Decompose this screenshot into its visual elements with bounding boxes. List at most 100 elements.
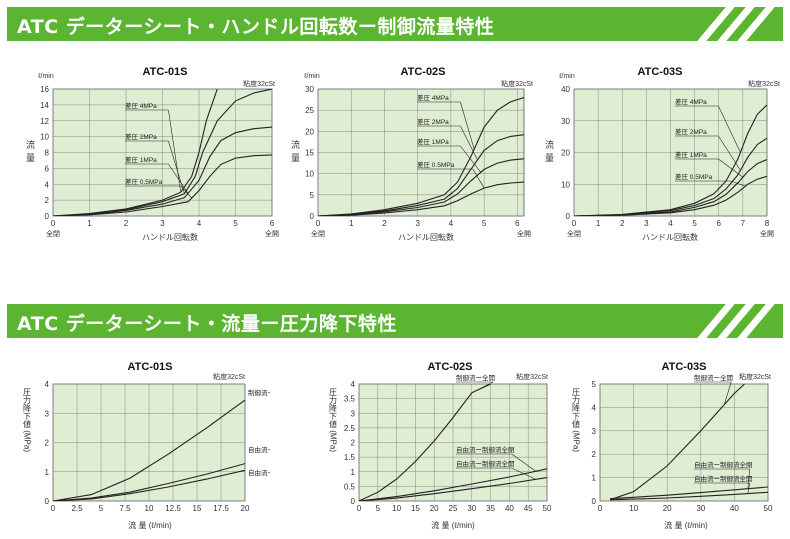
y-unit-label: ℓ/min — [303, 73, 320, 80]
section-title-pressure: ATC データーシート・流量ー圧力降下特性 — [17, 313, 397, 335]
x-tick-label: 10 — [629, 504, 638, 513]
series-line — [53, 469, 245, 501]
series-line — [53, 89, 272, 216]
series-line — [610, 486, 768, 500]
y-tick-label: 2 — [592, 450, 597, 459]
leader-line — [718, 135, 741, 171]
y-tick-label: 25 — [305, 106, 314, 115]
y-tick-label: 0 — [566, 212, 571, 221]
series-line — [318, 181, 524, 216]
x-tick-label: 5 — [233, 219, 238, 228]
y-tick-label: 2 — [45, 196, 50, 205]
y-tick-label: 8 — [45, 149, 50, 158]
y-tick-label: 20 — [561, 149, 570, 158]
y-tick-label: 1.5 — [344, 453, 356, 462]
x-tick-label: 50 — [543, 504, 552, 513]
x-tick-label: 4 — [449, 219, 454, 228]
leader-line — [460, 145, 482, 173]
x-tick-label: 3 — [644, 219, 649, 228]
x-tick-label: 10 — [392, 504, 401, 513]
x-tick-label: 12.5 — [165, 504, 181, 513]
x-tick-label: 6 — [515, 219, 520, 228]
chart-svg-atc02s-handle: 0 1 2 3 4 5 6 0 5 10 15 20 25 30 ATC-02S 粘度32cSt ハンドル回転数… — [290, 66, 533, 242]
leader-line — [168, 163, 189, 194]
series-label: 差圧 2MPa — [417, 117, 449, 126]
x-tick-label: 2 — [124, 219, 129, 228]
x-axis-label: 流 量 (ℓ/min) — [664, 520, 708, 530]
leader-line — [168, 140, 185, 194]
series-label: 自由流ー制御流全閉 — [694, 460, 753, 469]
x-end-label: 全開 — [517, 229, 531, 238]
x-tick-label: 0 — [598, 504, 603, 513]
y-tick-label: 40 — [561, 85, 570, 94]
x-tick-label: 2.5 — [71, 504, 83, 513]
x-tick-label: 40 — [505, 504, 514, 513]
x-tick-label: 0 — [572, 219, 577, 228]
series-label: 制御流ー全開 — [248, 388, 270, 397]
chart-svg-atc01s-handle: 0 1 2 3 4 5 60246810121416ATC-01S粘度32cStハンドル回転… — [25, 66, 279, 242]
y-tick-label: 0 — [592, 497, 597, 506]
viscosity-note: 粘度32cSt — [213, 372, 245, 381]
series-label: 自由流ー制御流全開 — [456, 459, 515, 468]
x-tick-label: 20 — [663, 504, 672, 513]
y-tick-label: 4 — [592, 403, 597, 412]
x-start-label: 全閉 — [567, 229, 581, 238]
x-tick-label: 6 — [717, 219, 722, 228]
y-tick-label: 0 — [45, 497, 50, 506]
plot-area — [599, 383, 769, 502]
x-tick-label: 1 — [596, 219, 601, 228]
chart-title: ATC-01S — [127, 361, 172, 373]
chart-atc02s-handle: 0 1 2 3 4 5 6 0 5 10 15 20 25 30 ATC-02S 粘度32cSt ハンドル回転数… — [268, 58, 538, 258]
chart-title: ATC-01S — [142, 66, 187, 78]
series-line — [53, 463, 245, 501]
x-tick-label: 5 — [692, 219, 697, 228]
y-tick-label: 2.5 — [344, 424, 356, 433]
x-tick-label: 5 — [376, 504, 381, 513]
section-title-handle: ATC データーシート・ハンドル回転数ー制御流量特性 — [17, 16, 495, 38]
leader-line — [718, 158, 744, 178]
series-line — [53, 399, 245, 501]
y-tick-label: 3 — [45, 409, 50, 418]
y-axis-label: 圧力降下値 (MPa) — [329, 388, 338, 452]
series-label: 自由流ー制御流全閉 — [456, 445, 515, 454]
x-tick-label: 4 — [197, 219, 202, 228]
x-tick-label: 5 — [99, 504, 104, 513]
x-tick-label: 45 — [524, 504, 533, 513]
leader-line — [471, 381, 494, 394]
y-tick-label: 3 — [592, 427, 597, 436]
y-tick-label: 30 — [305, 85, 314, 94]
x-tick-label: 25 — [449, 504, 458, 513]
y-tick-label: 1 — [351, 468, 356, 477]
x-axis-label: 流 量 (ℓ/min) — [128, 520, 172, 530]
x-axis-label: 流 量 (ℓ/min) — [431, 520, 475, 530]
leader-line — [168, 109, 182, 193]
x-tick-label: 15 — [411, 504, 420, 513]
chart-title: ATC-02S — [427, 361, 472, 373]
series-label: 差圧 4MPa — [125, 101, 157, 110]
chart-svg-atc02s-pressure: 0 5 10 15 20 25 30 35 40 45 50 0 0.5 1 1.5 2 2.5 3 3.5 4 ATC… — [329, 361, 552, 530]
y-tick-label: 12 — [40, 117, 49, 126]
x-end-label: 全開 — [760, 229, 774, 238]
y-tick-label: 20 — [305, 127, 314, 136]
y-tick-label: 5 — [310, 191, 315, 200]
y-tick-label: 3 — [351, 409, 356, 418]
x-tick-label: 15 — [193, 504, 202, 513]
chart-atc03s-pressure: 0 10 20 30 40 50 0 1 2 3 4 5 ATC-03S 粘度32cSt 流 量 (ℓ/mi… — [556, 358, 790, 539]
y-unit-label: ℓ/min — [37, 73, 54, 80]
series-label: 自由流ー制御流全閉 — [248, 445, 270, 454]
x-tick-label: 50 — [764, 504, 773, 513]
series-line — [574, 104, 767, 216]
x-tick-label: 20 — [430, 504, 439, 513]
series-line — [610, 491, 768, 501]
x-tick-label: 8 — [765, 219, 770, 228]
x-tick-label: 30 — [467, 504, 476, 513]
series-label: 差圧 0.5MPa — [417, 160, 455, 169]
x-tick-label: 40 — [730, 504, 739, 513]
viscosity-note: 粘度32cSt — [739, 372, 771, 381]
y-axis-label: 圧力降下値 (MPa) — [23, 388, 32, 452]
series-label: 差圧 1MPa — [125, 155, 157, 164]
leader-line — [460, 125, 478, 161]
x-tick-label: 6 — [270, 219, 275, 228]
x-tick-label: 7 — [741, 219, 746, 228]
y-tick-label: 4 — [351, 380, 356, 389]
